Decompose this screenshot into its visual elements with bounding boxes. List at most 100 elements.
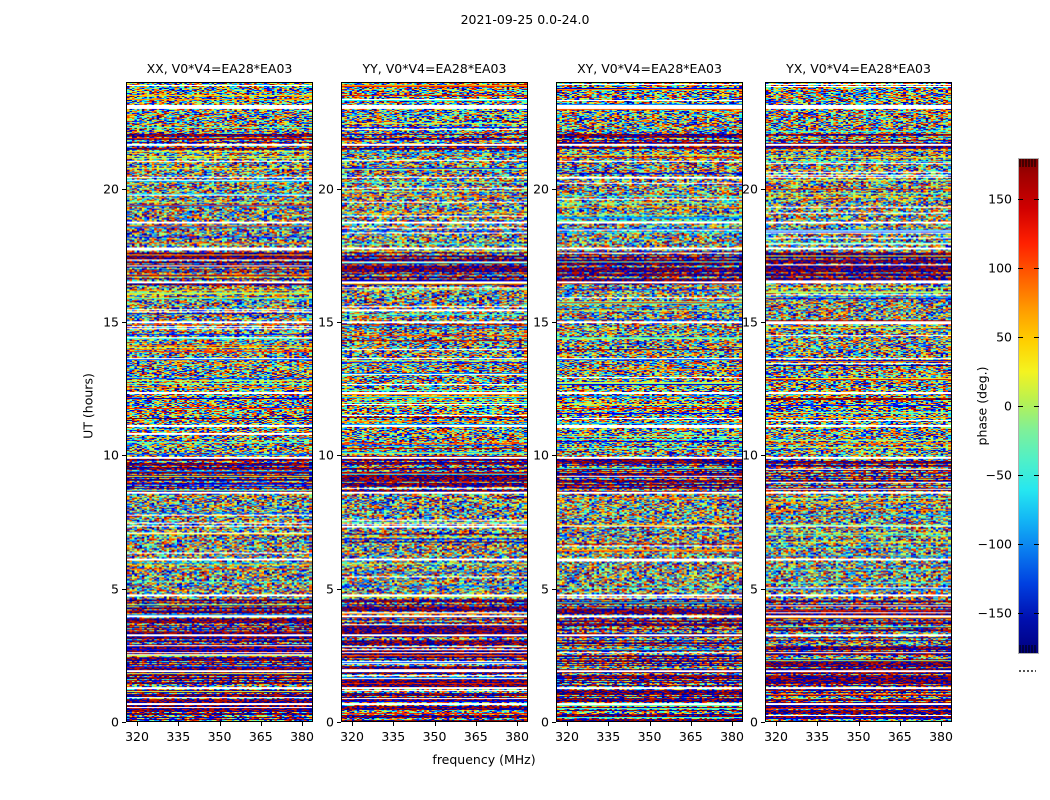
colorbar-tick-label: 150	[988, 191, 1012, 207]
colorbar-tick-mark	[1018, 474, 1023, 476]
x-tick-label: 320	[125, 729, 149, 744]
y-tick-mark	[761, 722, 765, 723]
colorbar-tick-mark	[1034, 406, 1039, 407]
x-tick-label: 350	[207, 729, 232, 744]
plot-area[interactable]	[341, 82, 528, 722]
colorbar[interactable]: −150 −100 −50 0 50 100 150	[978, 158, 1039, 654]
x-tick-label: 320	[764, 729, 788, 744]
y-axis-label: UT (hours)	[80, 373, 96, 439]
x-tick-label: 350	[422, 729, 447, 744]
plot-area[interactable]	[126, 82, 313, 722]
y-tick-mark	[337, 455, 341, 457]
phase-spectrogram	[127, 83, 312, 721]
y-tick-mark	[122, 722, 126, 723]
y-tick-mark	[761, 188, 765, 190]
y-tick-label: 20	[103, 181, 119, 197]
colorbar-tick-label: 50	[996, 329, 1012, 345]
x-tick-label: 380	[505, 729, 529, 744]
x-tick-mark	[858, 722, 860, 726]
x-tick-mark	[776, 722, 777, 726]
x-axis-label: frequency (MHz)	[432, 752, 536, 767]
plot-area[interactable]	[765, 82, 952, 722]
y-tick-mark	[761, 322, 765, 323]
x-tick-label: 380	[290, 729, 314, 744]
panel-title: YX, V0*V4=EA28*EA03	[786, 61, 931, 76]
y-tick-mark	[337, 588, 341, 590]
colorbar-tick-mark	[1034, 337, 1039, 339]
y-tick-label: 20	[742, 181, 758, 197]
colorbar-extend-hatch	[1019, 645, 1036, 653]
panel-title: XY, V0*V4=EA28*EA03	[577, 61, 722, 76]
y-tick-label: 15	[742, 314, 758, 330]
plot-area[interactable]	[556, 82, 743, 722]
x-tick-mark	[219, 722, 221, 726]
x-tick-label: 335	[596, 729, 621, 744]
colorbar-label: phase (deg.)	[974, 366, 990, 446]
y-tick-mark	[552, 455, 556, 457]
colorbar-tick-mark	[1018, 337, 1023, 339]
x-tick-mark	[649, 722, 651, 726]
x-tick-mark	[817, 722, 819, 726]
colorbar-tick-label: 0	[1004, 398, 1012, 414]
x-tick-mark	[475, 722, 477, 726]
x-tick-mark	[608, 722, 610, 726]
colorbar-tick-mark	[1034, 474, 1039, 476]
y-tick-mark	[122, 588, 126, 590]
y-tick-label: 0	[326, 714, 334, 730]
y-tick-label: 0	[541, 714, 549, 730]
colorbar-tick-label: −50	[985, 467, 1012, 483]
x-tick-label: 335	[166, 729, 191, 744]
colorbar-tick-label: −100	[977, 536, 1012, 552]
phase-spectrogram	[342, 83, 527, 721]
x-tick-label: 350	[846, 729, 871, 744]
panel-title: XX, V0*V4=EA28*EA03	[146, 61, 293, 76]
y-tick-mark	[337, 188, 341, 190]
y-tick-label: 0	[111, 714, 119, 730]
x-tick-mark	[941, 722, 942, 726]
colorbar-tick-mark	[1018, 543, 1023, 545]
y-tick-mark	[122, 188, 126, 190]
x-tick-label: 365	[678, 729, 703, 744]
x-tick-label: 320	[555, 729, 579, 744]
y-tick-label: 5	[111, 581, 119, 597]
x-tick-mark	[732, 722, 733, 726]
y-tick-label: 20	[318, 181, 334, 197]
x-tick-mark	[517, 722, 518, 726]
y-tick-mark	[552, 188, 556, 190]
colorbar-extend-hatch	[1019, 159, 1036, 167]
x-tick-label: 335	[805, 729, 830, 744]
y-tick-mark	[122, 455, 126, 457]
x-tick-label: 350	[637, 729, 662, 744]
colorbar-tick-label: 100	[988, 260, 1012, 276]
y-tick-label: 10	[533, 447, 549, 463]
colorbar-tick-label: −150	[977, 605, 1012, 621]
x-tick-label: 320	[340, 729, 364, 744]
colorbar-tick-mark	[1034, 612, 1039, 614]
x-tick-label: 380	[929, 729, 953, 744]
phase-spectrogram	[766, 83, 951, 721]
x-tick-mark	[178, 722, 180, 726]
colorbar-under-marker	[1019, 658, 1038, 672]
y-tick-label: 5	[326, 581, 334, 597]
colorbar-tick-mark	[1034, 268, 1039, 270]
y-tick-label: 15	[533, 314, 549, 330]
y-tick-label: 10	[742, 447, 758, 463]
colorbar-tick-mark	[1018, 612, 1023, 614]
y-tick-label: 20	[533, 181, 549, 197]
panel-xx: XX, V0*V4=EA28*EA03 0 5 10 15 20 320 335 350 365 3…	[103, 61, 314, 744]
x-tick-mark	[352, 722, 353, 726]
phase-spectrogram	[557, 83, 742, 721]
y-tick-mark	[122, 322, 126, 323]
y-tick-label: 10	[103, 447, 119, 463]
x-tick-mark	[434, 722, 436, 726]
y-tick-mark	[552, 588, 556, 590]
figure-title: 2021-09-25 0.0-24.0	[460, 12, 590, 27]
colorbar-tick-mark	[1018, 268, 1023, 270]
panel-yy: YY, V0*V4=EA28*EA03 0 5 10 15 20 320 335 350 365 3…	[318, 61, 529, 744]
y-tick-label: 15	[103, 314, 119, 330]
y-tick-mark	[337, 722, 341, 723]
colorbar-tick-mark	[1034, 199, 1039, 201]
x-tick-label: 365	[248, 729, 273, 744]
panel-title: YY, V0*V4=EA28*EA03	[362, 61, 507, 76]
x-tick-mark	[690, 722, 692, 726]
